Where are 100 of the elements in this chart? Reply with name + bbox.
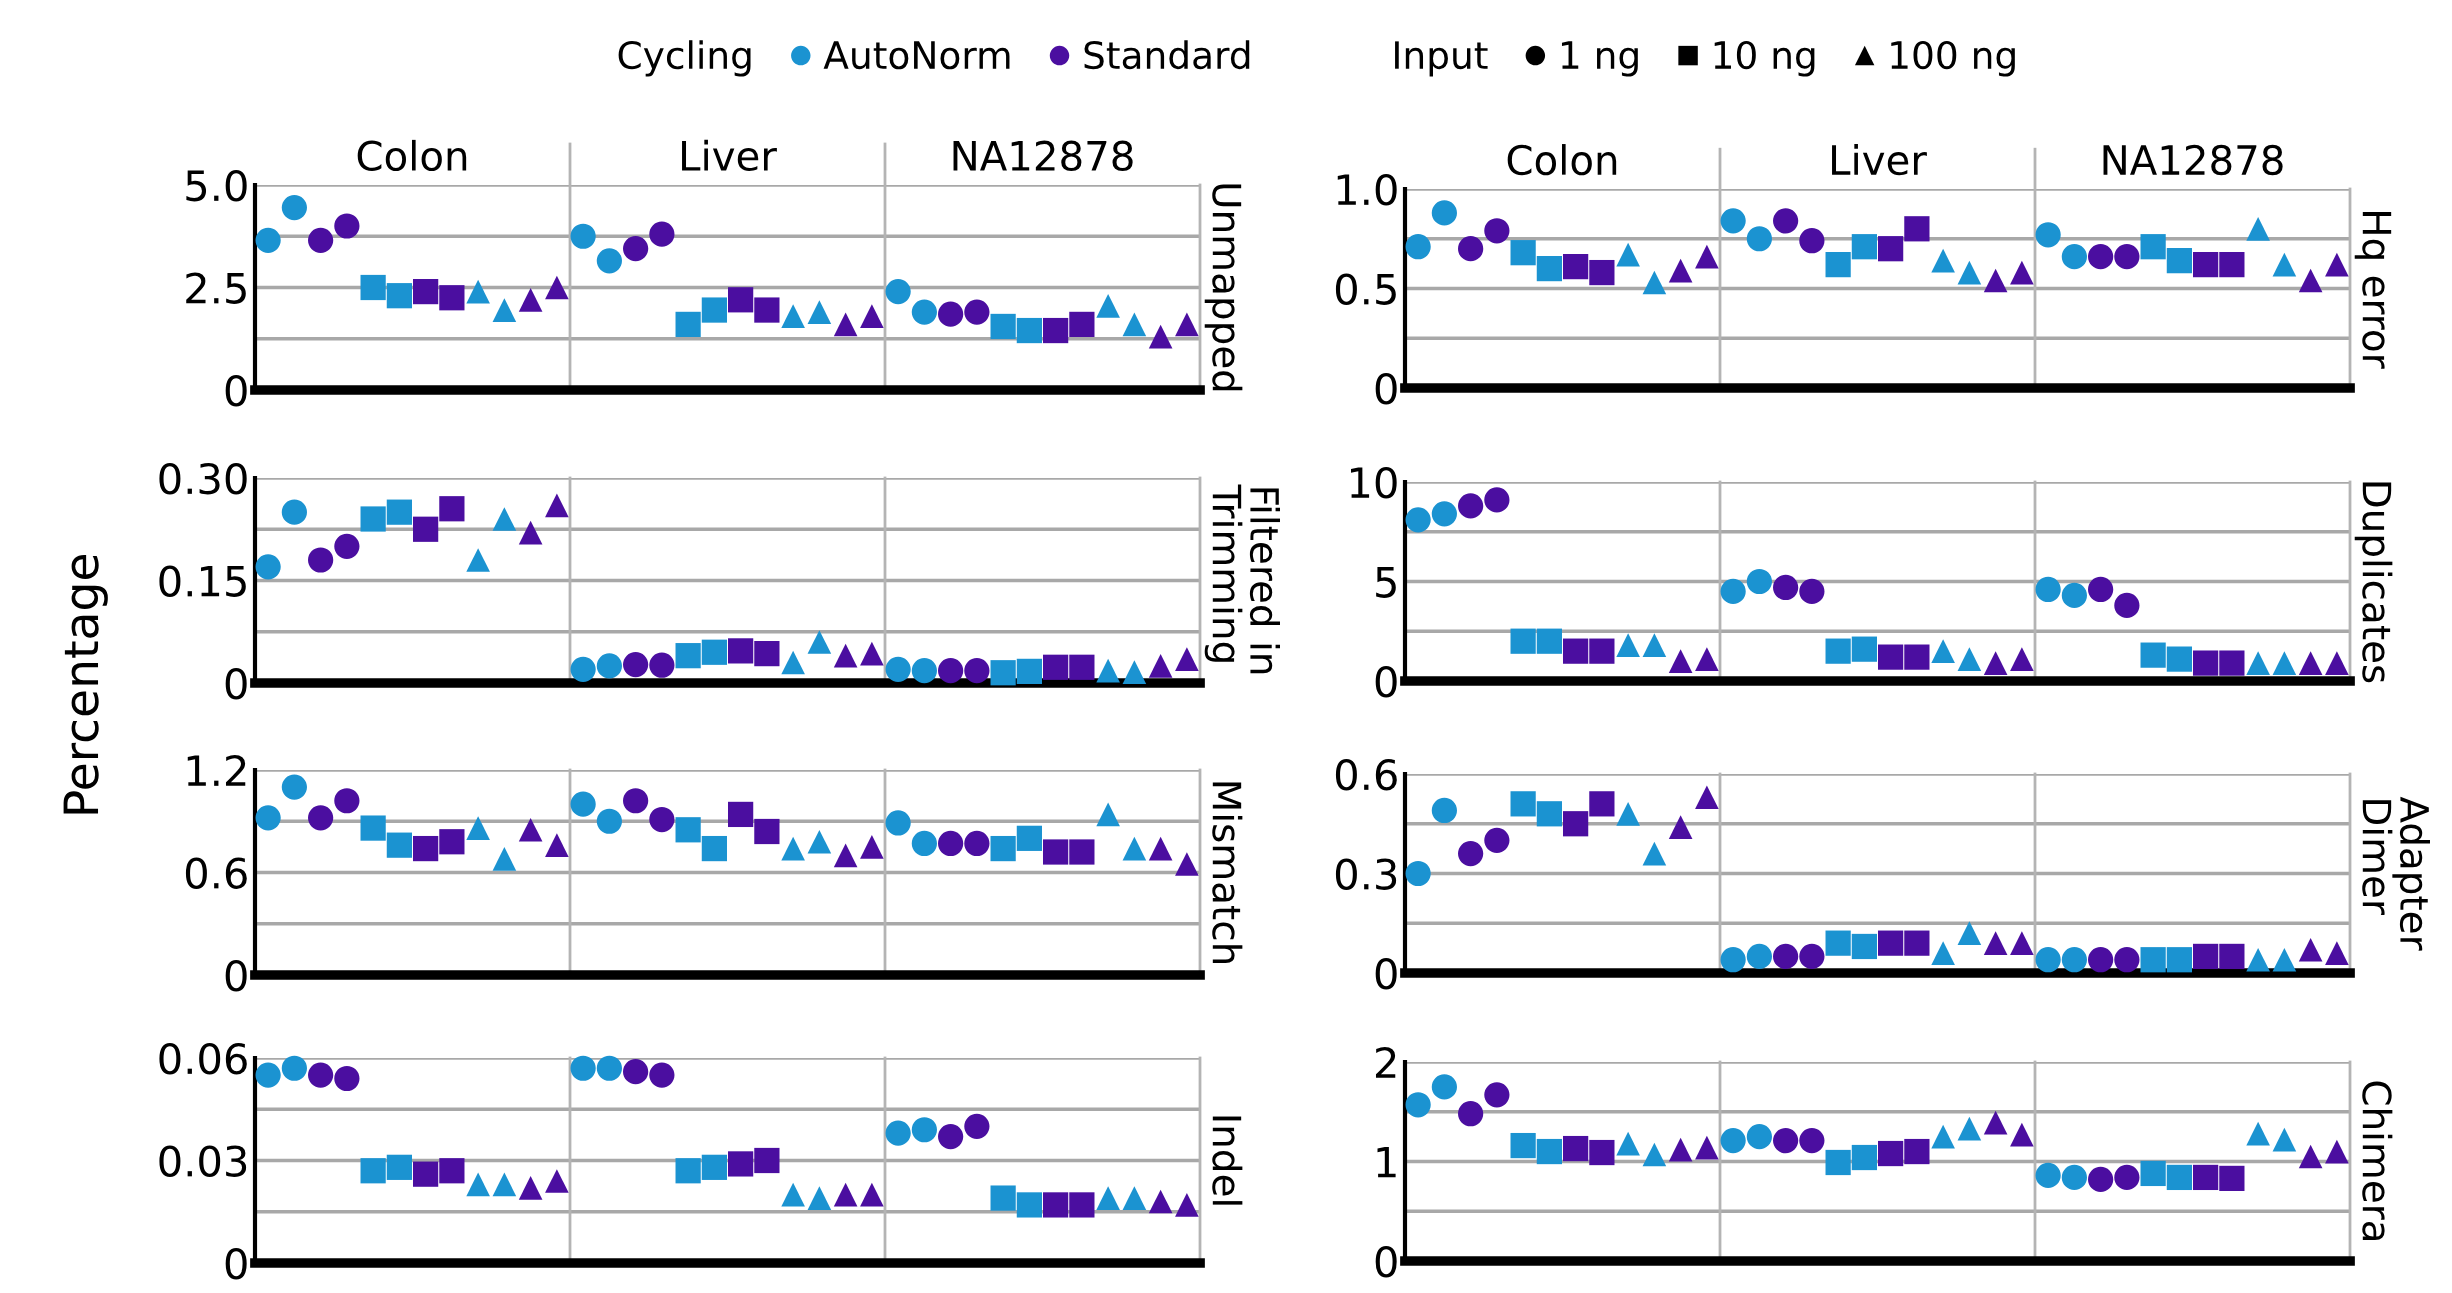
point	[1668, 258, 1693, 283]
point	[1484, 1082, 1510, 1108]
point	[2010, 647, 2034, 671]
point	[807, 300, 832, 324]
point	[1799, 943, 1825, 970]
point	[1589, 791, 1615, 817]
point	[1668, 815, 1693, 839]
point	[1878, 1140, 1904, 1167]
point	[2114, 244, 2140, 270]
point	[1589, 638, 1615, 664]
point	[439, 1158, 465, 1184]
point	[1043, 317, 1069, 344]
point	[728, 801, 754, 828]
y-tick-label: 10	[1351, 466, 1397, 499]
point	[1983, 1110, 2008, 1135]
point	[2140, 947, 2166, 973]
point	[2140, 234, 2166, 260]
point	[1510, 240, 1536, 266]
point	[1957, 921, 1982, 946]
point	[1720, 1127, 1746, 1154]
point	[1122, 836, 1147, 861]
point	[545, 493, 569, 518]
point	[2193, 1164, 2219, 1191]
point	[281, 194, 307, 221]
point	[360, 815, 386, 841]
text: Liver	[682, 139, 777, 172]
point	[1458, 1101, 1484, 1127]
point	[281, 499, 307, 525]
legend-label: 10 ng	[1714, 40, 1815, 77]
point	[860, 1182, 884, 1207]
point	[1851, 234, 1877, 260]
point	[596, 808, 622, 834]
point	[1851, 1144, 1877, 1171]
point	[2088, 576, 2114, 603]
text: NA12878	[2103, 144, 2283, 176]
point	[1878, 236, 1904, 262]
y-axis-title: Filtered in Trimming	[1204, 484, 1280, 674]
point	[1746, 226, 1772, 252]
point	[1536, 1138, 1562, 1165]
point	[492, 1172, 517, 1197]
point	[2010, 1122, 2034, 1147]
point	[2193, 650, 2219, 676]
point	[1016, 317, 1042, 344]
point	[990, 835, 1016, 862]
point	[1148, 836, 1173, 861]
point	[1016, 658, 1042, 684]
point	[754, 818, 780, 845]
point	[518, 817, 543, 842]
point	[1931, 639, 1955, 663]
point	[439, 285, 465, 311]
point	[701, 297, 727, 323]
text: Colon	[1507, 144, 1617, 176]
y-tick-label: 0.03	[159, 1145, 247, 1177]
point	[1122, 660, 1147, 684]
point	[492, 847, 517, 871]
point	[1563, 811, 1589, 837]
point	[833, 1182, 858, 1207]
point	[1563, 638, 1589, 664]
point	[860, 304, 884, 329]
point	[570, 791, 596, 817]
point	[1458, 840, 1484, 867]
point	[1773, 943, 1799, 970]
point	[2140, 642, 2166, 668]
point	[807, 630, 832, 654]
point	[545, 1169, 569, 1193]
point	[1589, 1139, 1615, 1166]
point	[2219, 1165, 2245, 1192]
y-tick-label: 0	[225, 1247, 247, 1280]
point	[2010, 260, 2034, 285]
point	[2246, 1121, 2270, 1146]
point	[728, 287, 754, 313]
point	[1405, 860, 1431, 887]
point	[701, 1154, 727, 1180]
y-tick-label: 0	[225, 959, 247, 992]
point	[885, 1120, 911, 1146]
point	[1043, 1192, 1069, 1218]
point	[1878, 644, 1904, 670]
point	[2061, 582, 2087, 609]
y-tick-label: 0.15	[159, 565, 246, 597]
point	[2193, 252, 2219, 278]
point	[439, 496, 465, 522]
y-tick-label: 0.30	[159, 462, 247, 495]
point	[1096, 294, 1120, 318]
point	[754, 1147, 780, 1174]
y-tick-label: 2	[1375, 1046, 1396, 1078]
point	[334, 533, 360, 559]
point	[2035, 576, 2061, 603]
point	[1405, 234, 1431, 260]
point	[386, 283, 412, 309]
point	[1563, 253, 1589, 280]
point	[1043, 839, 1069, 865]
point	[1616, 1131, 1640, 1156]
point	[334, 1065, 360, 1092]
point	[492, 507, 517, 531]
point	[255, 805, 281, 831]
point	[1799, 578, 1825, 605]
point	[1695, 1135, 1719, 1160]
point	[2298, 651, 2323, 675]
point	[1720, 578, 1746, 605]
point	[701, 639, 727, 665]
